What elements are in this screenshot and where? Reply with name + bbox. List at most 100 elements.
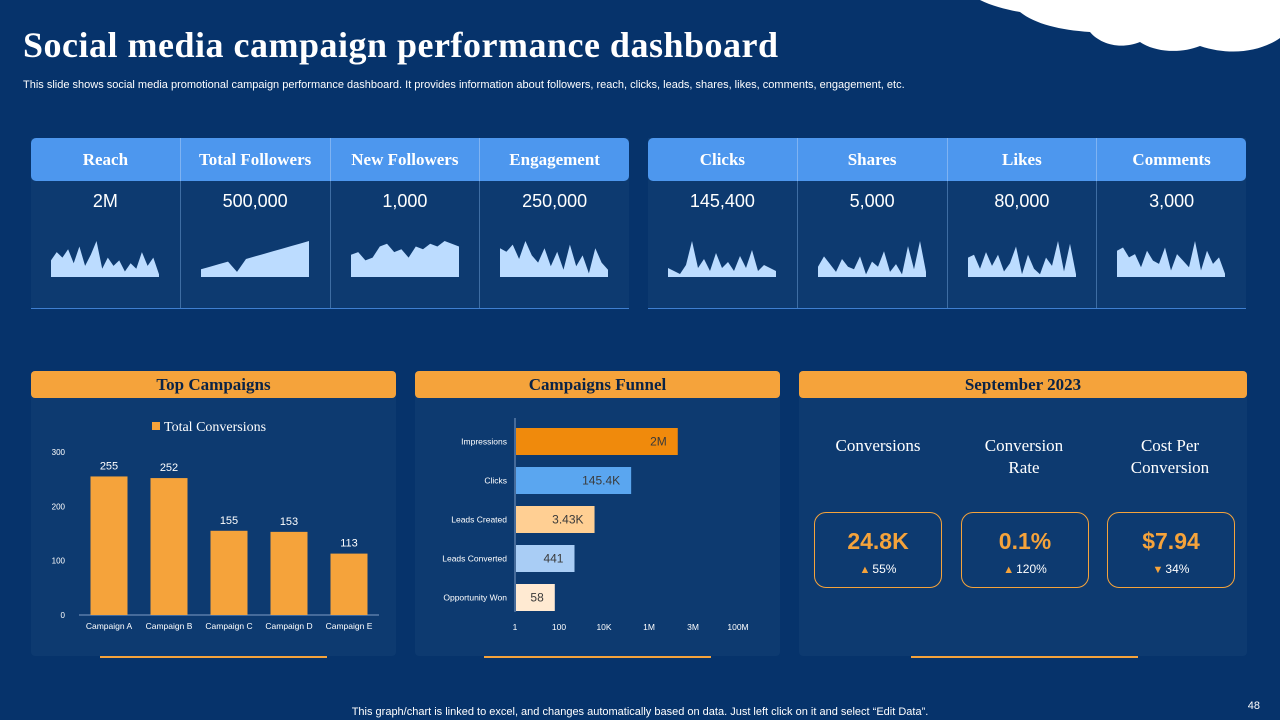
funnel-bar [516, 467, 632, 494]
top-campaigns-title: Top Campaigns [31, 371, 396, 398]
kpi-value-total-followers: 500,000 [222, 191, 288, 211]
funnel-category-label: Leads Converted [442, 554, 507, 564]
card-underline [911, 656, 1138, 658]
bar-value-label: 155 [220, 515, 238, 527]
sparkline-comments [1117, 241, 1226, 277]
kpi-value-comments: 3,000 [1149, 191, 1195, 211]
sparkline-clicks [668, 241, 776, 277]
x-tick-label: Campaign B [146, 621, 193, 631]
sparkline-area [350, 241, 459, 277]
kpi-cell-clicks: 145,400 [648, 181, 797, 308]
kpi-cell-new-followers: 1,000 [329, 181, 480, 308]
page-subtitle: This slide shows social media promotiona… [23, 79, 905, 91]
campaigns-funnel-title: Campaigns Funnel [415, 371, 780, 398]
sparkline-new-followers [350, 241, 459, 277]
kpi-value-engagement: 250,000 [522, 191, 588, 211]
bar [150, 478, 188, 615]
funnel-bar [516, 545, 575, 572]
bar [270, 531, 308, 615]
bar [90, 476, 128, 615]
stat-box-cost-per-conversion: $7.94 ▼ 34% [1107, 512, 1235, 588]
sparkline-area [200, 241, 309, 277]
card-underline [484, 656, 711, 658]
stat-delta-conversion-rate: 120% [1016, 562, 1047, 576]
kpi-cell-likes: 80,000 [946, 181, 1097, 308]
funnel-bar [516, 506, 595, 533]
y-tick-label: 0 [61, 611, 66, 620]
arrow-up-icon: ▲ [859, 564, 871, 576]
bar-value-label: 252 [160, 462, 178, 474]
kpi-label-shares: Shares [796, 138, 947, 181]
kpi-cell-total-followers: 500,000 [179, 181, 330, 308]
kpi-value-clicks: 145,400 [689, 191, 755, 211]
campaigns-funnel-chart: Impressions 2M Clicks 145.4K Leads Created 3.… [442, 418, 749, 632]
arrow-down-icon: ▼ [1152, 564, 1164, 576]
x-tick-label: Campaign C [205, 621, 252, 631]
kpi-cell-engagement: 250,000 [479, 181, 629, 308]
y-tick-label: 200 [52, 502, 66, 511]
bar-value-label: 113 [340, 538, 358, 550]
bar-value-label: 255 [100, 460, 118, 472]
sparkline-engagement [500, 241, 609, 277]
sparkline-area [817, 241, 926, 277]
x-tick-label: 1 [513, 622, 518, 632]
bar-value-label: 153 [280, 516, 298, 528]
stat-delta-cost-per-conversion: 34% [1165, 562, 1190, 576]
legend-label: Total Conversions [164, 420, 266, 435]
stat-label-conversions: Conversions [835, 436, 921, 455]
kpi-label-engagement: Engagement [479, 138, 629, 181]
top-campaigns-chart: Total Conversions 0 100 200 300 255 Campaign A… [52, 420, 379, 631]
funnel-value-label: 2M [650, 435, 667, 449]
kpi-header-left: Reach Total Followers New Followers Enga… [31, 138, 629, 181]
kpi-panel-left: Reach Total Followers New Followers Enga… [31, 138, 629, 309]
stat-value-conversions: 24.8K [847, 528, 909, 554]
funnel-value-label: 441 [543, 552, 563, 566]
campaigns-funnel-card: Campaigns Funnel Impressions 2M Clicks 145.… [415, 371, 780, 658]
stat-value-cost-per-conversion: $7.94 [1142, 528, 1200, 554]
sparkline-reach [51, 241, 159, 277]
page-title: Social media campaign performance dashbo… [23, 25, 779, 65]
stat-box-conversions: 24.8K ▲ 55% [814, 512, 942, 588]
kpi-label-likes: Likes [946, 138, 1097, 181]
x-tick-label: 100 [552, 622, 566, 632]
kpi-panel-right: Clicks Shares Likes Comments 145,400 5,0… [648, 138, 1246, 309]
card-underline [100, 656, 327, 658]
stat-label-conversion-rate: Conversion Rate [984, 436, 1064, 477]
kpi-label-new-followers: New Followers [329, 138, 480, 181]
x-tick-label: Campaign E [326, 621, 373, 631]
kpi-cell-comments: 3,000 [1096, 181, 1246, 308]
bar [330, 553, 368, 615]
sparkline-area [668, 241, 776, 277]
kpi-cell-shares: 5,000 [796, 181, 947, 308]
kpi-label-comments: Comments [1096, 138, 1246, 181]
funnel-category-label: Opportunity Won [443, 593, 507, 603]
kpi-value-shares: 5,000 [849, 191, 895, 211]
x-tick-label: Campaign D [265, 621, 312, 631]
sparkline-area [51, 241, 159, 277]
funnel-category-label: Leads Created [451, 515, 507, 525]
stat-label-cost-per-conversion: Cost Per Conversion [1130, 436, 1210, 477]
kpi-value-likes: 80,000 [994, 191, 1050, 211]
x-tick-label: 100M [727, 622, 748, 632]
stat-delta-conversions: 55% [872, 562, 897, 576]
kpi-cell-reach: 2M [31, 181, 180, 308]
bar [210, 530, 248, 615]
kpi-label-clicks: Clicks [699, 150, 746, 169]
x-tick-label: 10K [596, 622, 611, 632]
kpi-value-reach: 2M [92, 191, 118, 211]
sparkline-area [967, 241, 1076, 277]
funnel-value-label: 58 [530, 591, 544, 605]
top-campaigns-card: Top Campaigns Total Conversions 0 100 200 30… [31, 371, 396, 658]
funnel-category-label: Impressions [461, 437, 507, 447]
september-card: September 2023 [799, 371, 1247, 658]
sparkline-shares [817, 241, 926, 277]
kpi-label-reach: Reach [82, 150, 129, 169]
stat-box-conversion-rate: 0.1% ▲ 120% [961, 512, 1089, 588]
page-number: 48 [1247, 700, 1260, 712]
footnote: This graph/chart is linked to excel, and… [351, 706, 929, 718]
funnel-category-label: Clicks [484, 476, 507, 486]
stat-value-conversion-rate: 0.1% [998, 528, 1052, 554]
sparkline-total-followers [200, 241, 309, 277]
x-tick-label: 1M [643, 622, 655, 632]
x-tick-label: 3M [687, 622, 699, 632]
